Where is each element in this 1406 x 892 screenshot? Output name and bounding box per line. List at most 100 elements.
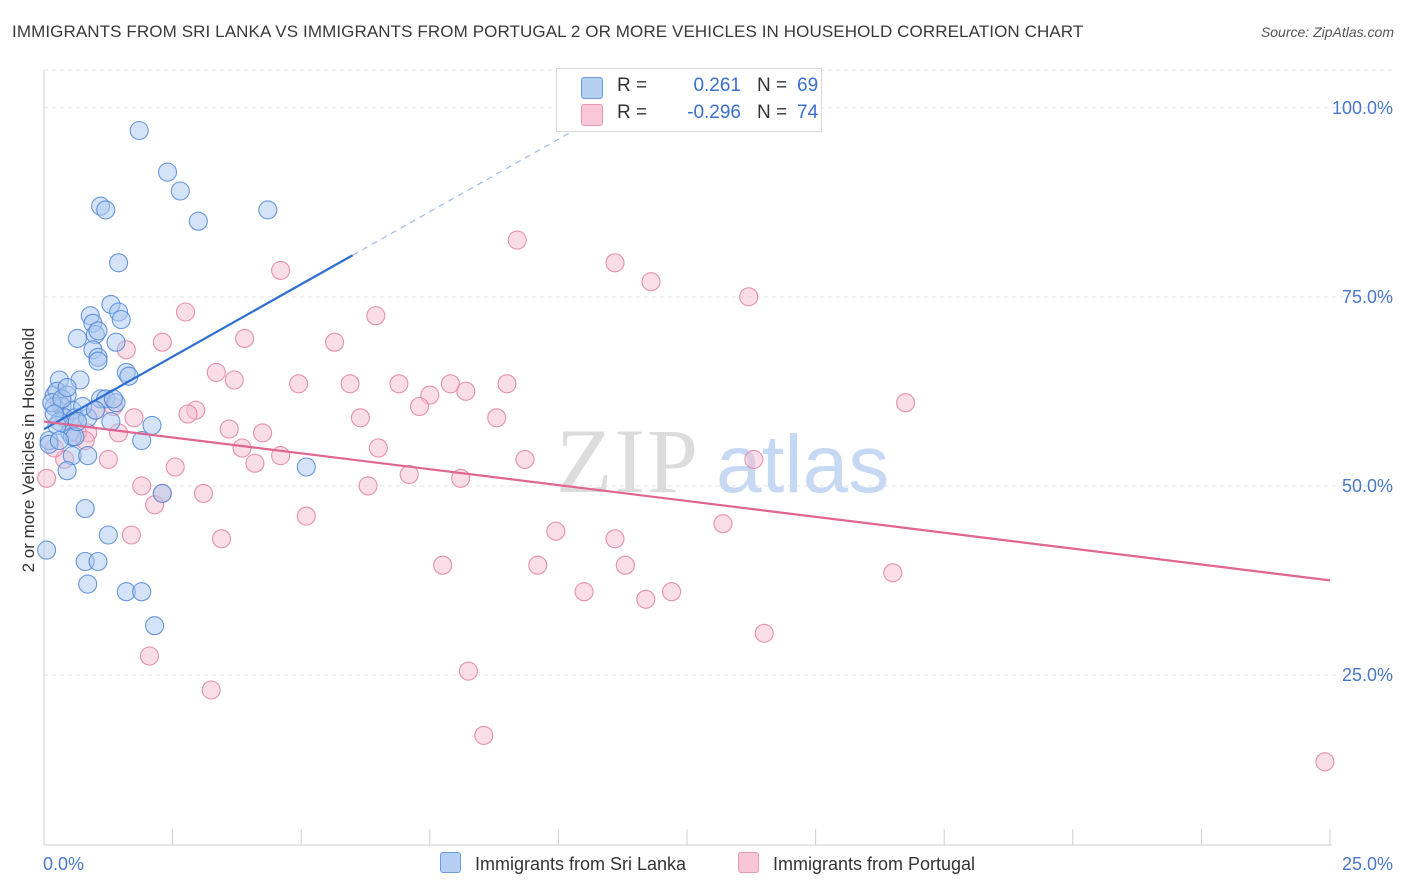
legend-n-value: 74: [797, 102, 819, 123]
data-point: [157, 162, 178, 182]
grid-lines: [44, 69, 1392, 676]
data-point: [258, 200, 278, 220]
y-axis-label: 2 or more Vehicles in Household: [19, 327, 38, 573]
data-point: [433, 555, 453, 575]
data-point: [271, 260, 291, 280]
bottom-legend-sri-lanka: Immigrants from Sri Lanka: [440, 852, 686, 875]
trend-line-sri-lanka: [43, 254, 354, 431]
watermark-atlas: atlas: [716, 419, 889, 510]
data-point: [507, 230, 527, 250]
x-tick-label: 25.0%: [1342, 854, 1393, 874]
data-point: [132, 476, 152, 496]
tick-labels: 100.0% 75.0% 50.0% 25.0% 0.0% 25.0%: [43, 98, 1393, 874]
data-point: [296, 506, 316, 526]
data-point: [636, 589, 656, 609]
watermark: ZIP atlas: [556, 410, 889, 512]
data-point: [458, 661, 478, 681]
data-point: [515, 449, 535, 469]
trend-line-sri-lanka-extension: [352, 129, 575, 256]
data-point: [37, 540, 57, 560]
sri-lanka-points: [37, 120, 316, 636]
data-point: [235, 328, 255, 348]
data-point: [49, 430, 69, 451]
data-point: [253, 423, 273, 443]
data-point: [67, 412, 87, 432]
data-point: [152, 483, 172, 503]
data-point: [605, 529, 625, 549]
data-point: [188, 211, 208, 231]
data-point: [37, 468, 57, 488]
watermark-zip: ZIP: [556, 410, 700, 512]
data-point: [713, 514, 733, 534]
legend-r-value: -0.296: [687, 102, 741, 123]
data-point: [142, 415, 162, 435]
data-point: [193, 483, 214, 503]
data-point: [232, 438, 252, 458]
data-point: [132, 582, 152, 602]
legend-swatch-pink: [581, 104, 603, 126]
legend-n-label: N =: [757, 75, 788, 96]
data-point: [165, 457, 185, 477]
trend-line-portugal: [43, 420, 1331, 582]
trend-lines: [43, 129, 1331, 582]
data-point: [1315, 752, 1335, 772]
data-point: [358, 476, 378, 496]
data-point: [409, 396, 430, 417]
data-point: [389, 374, 409, 394]
data-point: [57, 378, 77, 398]
data-point: [325, 332, 345, 352]
data-point: [98, 449, 118, 469]
data-point: [88, 321, 108, 341]
data-point: [121, 525, 141, 545]
data-point: [474, 725, 494, 745]
data-point: [211, 529, 232, 549]
data-point: [744, 449, 764, 469]
data-point: [67, 328, 87, 348]
data-point: [399, 464, 419, 485]
data-point: [98, 525, 118, 545]
data-point: [896, 393, 916, 413]
data-point: [106, 332, 126, 352]
data-point: [605, 253, 625, 273]
data-point: [883, 563, 903, 583]
source-credit: Source: ZipAtlas.com: [1260, 24, 1394, 40]
data-point: [145, 616, 165, 636]
data-point: [440, 374, 460, 394]
y-tick-label: 100.0%: [1332, 98, 1393, 118]
data-point: [57, 461, 77, 481]
legend-r-label: R =: [617, 75, 648, 96]
data-point: [139, 646, 160, 666]
data-point: [206, 362, 226, 382]
data-point: [170, 181, 190, 201]
bottom-legend-label: Immigrants from Sri Lanka: [475, 854, 687, 874]
legend-swatch-blue: [581, 77, 603, 99]
chart-title: IMMIGRANTS FROM SRI LANKA VS IMMIGRANTS …: [12, 22, 1084, 41]
data-point: [101, 412, 121, 432]
data-point: [88, 351, 108, 371]
data-point: [78, 574, 98, 594]
data-point: [350, 408, 370, 428]
axes: [43, 70, 1332, 846]
data-point: [124, 408, 144, 428]
legend-n-label: N =: [757, 102, 788, 123]
data-point: [111, 309, 131, 330]
data-point: [296, 457, 316, 477]
data-point: [88, 551, 108, 572]
data-point: [641, 272, 661, 292]
y-axis-label-wrap: 2 or more Vehicles in Household: [16, 280, 42, 620]
bottom-legend-swatch-pink: [738, 852, 759, 873]
correlation-legend: R = 0.261 N = 69 R = -0.296 N = 74: [556, 68, 822, 132]
y-tick-label: 50.0%: [1342, 476, 1393, 496]
data-point: [75, 498, 95, 519]
y-tick-label: 75.0%: [1342, 287, 1393, 307]
y-tick-label: 25.0%: [1342, 665, 1393, 685]
bottom-legend-portugal: Immigrants from Portugal: [738, 852, 975, 875]
data-point: [662, 582, 682, 602]
data-point: [546, 521, 566, 541]
data-point: [574, 582, 594, 602]
data-point: [219, 419, 239, 439]
bottom-legend-label: Immigrants from Portugal: [773, 854, 976, 874]
data-point: [754, 623, 774, 643]
bottom-legend-swatch-blue: [440, 852, 461, 873]
